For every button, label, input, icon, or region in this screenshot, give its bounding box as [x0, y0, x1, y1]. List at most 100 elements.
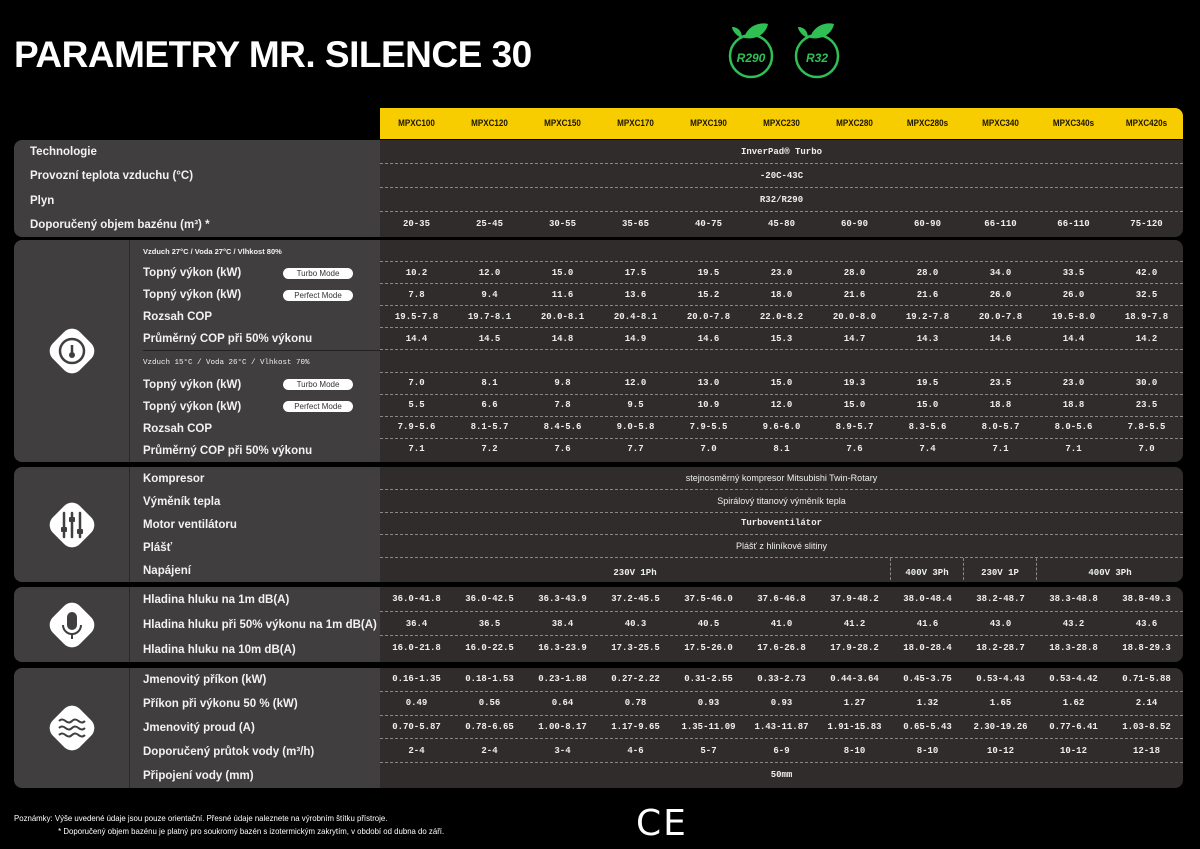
section-labels-panel: Technologie Provozní teplota vzduchu (°C)… [14, 140, 380, 237]
value-cell: 14.5 [478, 333, 501, 344]
data-row: Turboventilátor [380, 513, 1183, 536]
row-label: Doporučený objem bazénu (m³) * [30, 213, 380, 237]
value-cell: 41.6 [916, 618, 939, 629]
value-cell: 1.35-11.09 [681, 721, 736, 732]
microphone-icon [49, 602, 94, 647]
value-cell: 16.0-21.8 [392, 643, 441, 654]
value-cell: 8-10 [843, 745, 866, 756]
row-label: Topný výkon (kW) Perfect Mode [143, 284, 380, 306]
value-cell: 9.8 [554, 378, 571, 389]
value-cell: 0.93 [770, 698, 793, 709]
value-cell: 19.2-7.8 [905, 311, 950, 322]
mode-badge: Turbo Mode [283, 267, 353, 279]
value-cell: 6.6 [481, 400, 498, 411]
model-header: MPXC230 [763, 118, 800, 129]
value-cell: 18.2-28.7 [976, 643, 1025, 654]
value-cell: 0.53-4.42 [1049, 674, 1098, 685]
row-label: Hladina hluku na 1m dB(A) [143, 587, 380, 612]
row-label: Doporučený průtok vody (m³/h) [143, 740, 380, 764]
value-cell: 25-45 [475, 218, 503, 229]
value-cell: 20.0-8.1 [540, 311, 585, 322]
value-cell: 17.5-26.0 [684, 643, 733, 654]
value-cell: 7.2 [481, 444, 498, 455]
row-label: Rozsah COP [143, 306, 380, 328]
value-cell: 37.2-45.5 [611, 593, 660, 604]
value-cell: 1.27 [843, 698, 866, 709]
spanning-value: Plášť z hliníkové slitiny [736, 541, 827, 552]
value-cell: 8.0-5.6 [1054, 422, 1093, 433]
row-label: Jmenovitý příkon (kW) [143, 668, 380, 692]
value-cell: 15.0 [551, 267, 574, 278]
value-cell: 22.0-8.2 [759, 311, 804, 322]
mode-badge: Perfect Mode [283, 401, 353, 413]
data-row [380, 350, 1183, 373]
value-cell: 19.5 [916, 378, 939, 389]
row-label-text: Kompresor [143, 472, 205, 485]
value-cell: 0.78 [624, 698, 647, 709]
value-cell: 0.33-2.73 [757, 674, 806, 685]
power-supply-segment: 230V 1P [964, 558, 1037, 580]
value-cell: 1.91-15.83 [827, 721, 882, 732]
value-cell: 23.5 [1135, 400, 1158, 411]
value-cell: 9.5 [627, 400, 644, 411]
row-label: Rozsah COP [143, 418, 380, 440]
value-cell: 21.6 [916, 289, 939, 300]
row-label-text: Plyn [30, 194, 55, 207]
data-row: InverPad® Turbo [380, 140, 1183, 164]
row-label-text: Příkon při výkonu 50 % (kW) [143, 698, 298, 710]
value-cell: 16.0-22.5 [465, 643, 514, 654]
data-row: 20-35 25-45 30-55 35-65 40-75 45-80 60-90 60-90… [380, 212, 1183, 235]
section-labels-panel: Jmenovitý příkon (kW) Příkon při výkonu 5… [14, 668, 380, 788]
value-cell: 20-35 [402, 218, 430, 229]
data-row: stejnosměrný kompresor Mitsubishi Twin-R… [380, 467, 1183, 490]
value-cell: 7.0 [1138, 444, 1155, 455]
label-column: Kompresor Výměník tepla Motor ventilátoru P… [130, 467, 380, 582]
value-cell: 8.3-5.6 [908, 422, 947, 433]
section-icon-area [14, 587, 130, 662]
data-row: 36.0-41.8 36.0-42.5 36.3-43.9 37.2-45.5 37.5… [380, 587, 1183, 612]
value-cell: 12.0 [624, 378, 647, 389]
row-label: Příkon při výkonu 50 % (kW) [143, 692, 380, 716]
value-cell: 3-4 [554, 745, 571, 756]
model-header: MPXC340s [1052, 118, 1095, 129]
label-column: Jmenovitý příkon (kW) Příkon při výkonu 5… [130, 668, 380, 788]
value-cell: 60-90 [913, 218, 941, 229]
value-cell: 8.4-5.6 [543, 422, 582, 433]
value-cell: 41.2 [843, 618, 866, 629]
value-cell: 38.8-49.3 [1122, 593, 1171, 604]
row-label-text: Doporučený průtok vody (m³/h) [143, 746, 315, 758]
value-cell: 14.3 [916, 333, 939, 344]
value-cell: 10-12 [1059, 745, 1087, 756]
value-cell: 36.0-41.8 [392, 593, 441, 604]
data-row: 36.4 36.5 38.4 40.3 40.5 41.0 41.2 41.6 43.0 43.2… [380, 612, 1183, 637]
value-cell: 8-10 [916, 745, 939, 756]
data-row: 16.0-21.8 16.0-22.5 16.3-23.9 17.3-25.5 17.5… [380, 636, 1183, 660]
value-cell: 14.4 [1062, 333, 1085, 344]
value-cell: 14.6 [989, 333, 1012, 344]
value-cell: 37.6-46.8 [757, 593, 806, 604]
value-cell: 0.70-5.87 [392, 721, 441, 732]
value-cell: 6-9 [773, 745, 790, 756]
row-label: Kompresor [143, 467, 380, 490]
data-row: 14.4 14.5 14.8 14.9 14.6 15.3 14.7 14.3 14.6 14.4… [380, 328, 1183, 351]
row-label: Plyn [30, 189, 380, 213]
value-cell: 36.0-42.5 [465, 593, 514, 604]
value-cell: 41.0 [770, 618, 793, 629]
row-label-text: Technologie [30, 146, 97, 159]
row-label-text: Výměník tepla [143, 495, 221, 508]
value-cell: 0.78-6.65 [465, 721, 514, 732]
value-cell: 18.8 [1062, 400, 1085, 411]
value-cell: 66-110 [984, 218, 1017, 229]
value-cell: 1.17-9.65 [611, 721, 660, 732]
model-header: MPXC120 [471, 118, 508, 129]
spec-section: Kompresor Výměník tepla Motor ventilátoru P… [14, 467, 1183, 582]
value-cell: 0.16-1.35 [392, 674, 441, 685]
value-cell: 1.43-11.87 [754, 721, 809, 732]
value-cell: 15.0 [770, 378, 793, 389]
data-row: R32/R290 [380, 188, 1183, 212]
notes: Poznámky: Výše uvedené údaje jsou pouze … [14, 812, 444, 838]
data-row: 0.49 0.56 0.64 0.78 0.93 0.93 1.27 1.32 1.65 1.62… [380, 692, 1183, 716]
section-icon-area [14, 240, 130, 462]
value-cell: 40-75 [694, 218, 722, 229]
value-cell: 14.2 [1135, 333, 1158, 344]
